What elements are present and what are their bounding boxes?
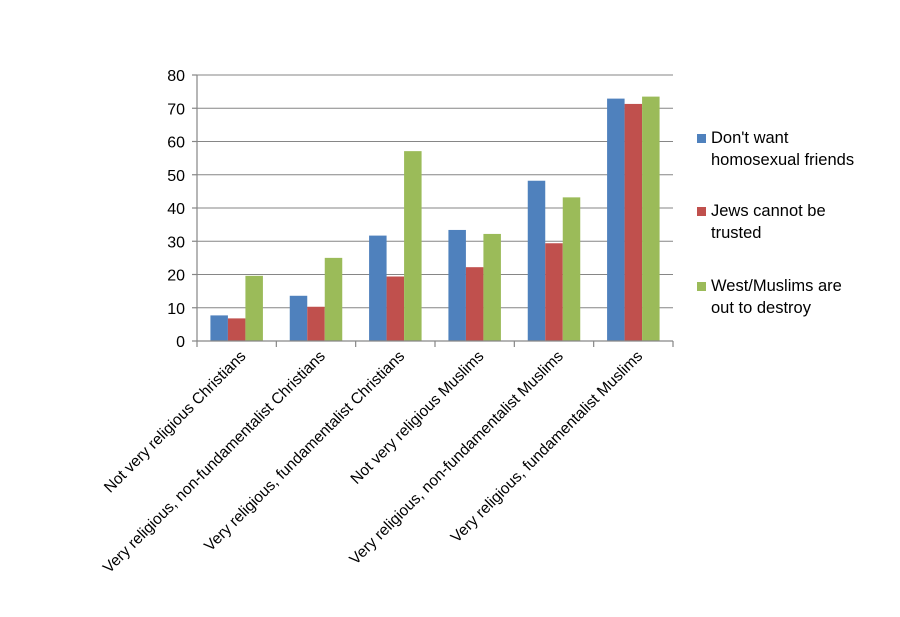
bar-series-1-category-5 (527, 180, 546, 341)
gridlines (197, 74, 673, 309)
legend-entry-2: Jews cannot be trusted (711, 202, 826, 242)
legend-entry-3: West/Muslims are out to destroy (711, 277, 842, 317)
y-tick-label: 30 (167, 234, 185, 251)
bar-series-3-category-6 (642, 96, 660, 341)
bar-series-1-category-2 (289, 295, 308, 341)
y-axis-ticks: 0 10 20 30 40 50 60 70 80 (167, 68, 185, 351)
bar-series-1-category-4 (448, 229, 466, 341)
bar-series-3-category-3 (404, 151, 422, 341)
legend: Don't want homosexual friends Jews cannot … (697, 129, 854, 317)
y-tick-label: 50 (167, 168, 185, 185)
bar-series-1-category-6 (607, 98, 625, 341)
y-tick-label: 70 (167, 101, 185, 118)
y-tick-label: 40 (167, 201, 185, 218)
bar-series-2-category-6 (624, 103, 643, 342)
bar-series-3-category-4 (483, 233, 501, 341)
bar-series-2-category-5 (545, 243, 563, 341)
bar-series-2-category-3 (386, 276, 405, 341)
bar-series-3-category-1 (245, 275, 263, 341)
bar-series-2-category-4 (465, 267, 484, 341)
bar-series-1-category-1 (210, 315, 228, 341)
legend-swatch-3 (697, 282, 706, 291)
legend-entry-1: Don't want homosexual friends (711, 129, 854, 169)
bar-series-1-category-3 (369, 235, 387, 341)
y-tick-label: 20 (167, 268, 185, 285)
legend-swatch-1 (697, 134, 706, 143)
category-label: Not very religious Christians (101, 348, 250, 497)
legend-swatch-2 (697, 207, 706, 216)
y-tick-label: 60 (167, 135, 185, 152)
category-label: Not very religious Muslims (348, 348, 488, 488)
bar-series-3-category-2 (324, 257, 343, 341)
bar-series-2-category-1 (227, 318, 246, 341)
x-axis (192, 74, 674, 347)
bar-series-3-category-5 (562, 197, 581, 341)
y-tick-label: 0 (176, 334, 185, 351)
bar-series-2-category-2 (307, 306, 325, 341)
y-tick-label: 80 (167, 68, 185, 85)
y-tick-label: 10 (167, 301, 185, 318)
bars (210, 96, 660, 342)
